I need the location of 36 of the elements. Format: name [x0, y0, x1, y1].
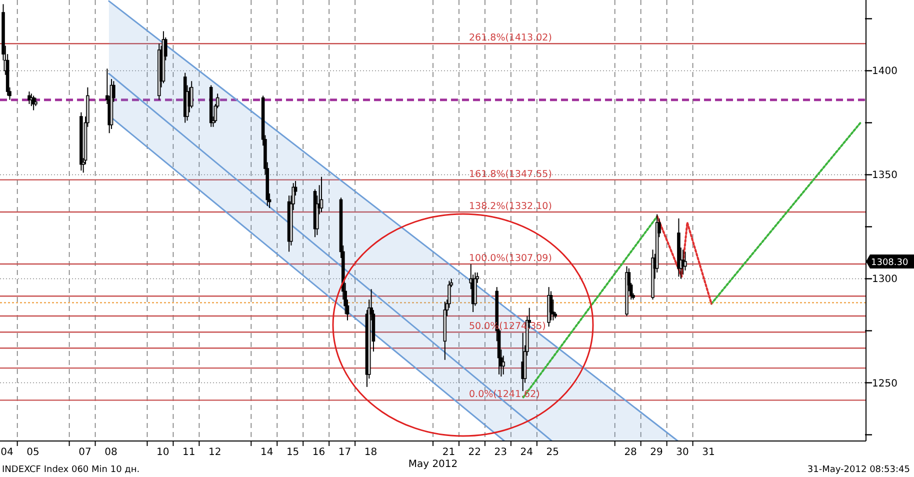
x-tick-label: 30 [676, 447, 689, 458]
x-tick-label: 05 [26, 447, 40, 458]
x-tick-label: 07 [78, 447, 92, 458]
text: INDEXCF Index 060 Min 10 дн. [2, 465, 140, 475]
x-tick-label: 28 [624, 447, 637, 458]
x-tick-label: 04 [0, 447, 14, 458]
y-tick-label: 1300 [872, 274, 898, 286]
y-tick-label: 1350 [872, 170, 898, 182]
x-tick-label: 18 [364, 447, 378, 458]
x-tick-label: 08 [104, 447, 118, 458]
x-tick-label: 24 [520, 447, 534, 458]
line-series [656, 215, 712, 305]
candlestick [684, 251, 687, 271]
y-tick-label: 1400 [872, 66, 898, 78]
candlestick [190, 80, 194, 109]
candlestick [320, 176, 324, 213]
x-tick-label: 17 [338, 447, 352, 458]
x-tick-label: 31 [702, 447, 715, 458]
x-tick-label: 29 [650, 447, 663, 458]
text: 31-May-2012 08:53:45 [807, 465, 910, 475]
x-tick-label: 11 [182, 447, 196, 458]
x-axis-title: May 2012 [408, 459, 458, 470]
x-tick-label: 21 [442, 447, 456, 458]
x-tick-label: 23 [494, 447, 508, 458]
ref-line-label: 138.2%(1332.10) [469, 200, 552, 212]
x-tick-label: 22 [468, 447, 482, 458]
ref-line-label: 100.0%(1307.09) [469, 252, 552, 264]
x-tick-label: 25 [546, 447, 559, 458]
x-tick-label: 12 [208, 447, 222, 458]
x-tick-label: 15 [286, 447, 300, 458]
x-tick-label: 10 [156, 447, 170, 458]
ref-line-label: 161.8%(1347.55) [469, 168, 552, 180]
annotation: 1308.30 [871, 258, 908, 268]
x-tick-label: 16 [312, 447, 326, 458]
x-tick-label: 14 [260, 447, 274, 458]
y-tick-label: 1250 [872, 378, 898, 390]
